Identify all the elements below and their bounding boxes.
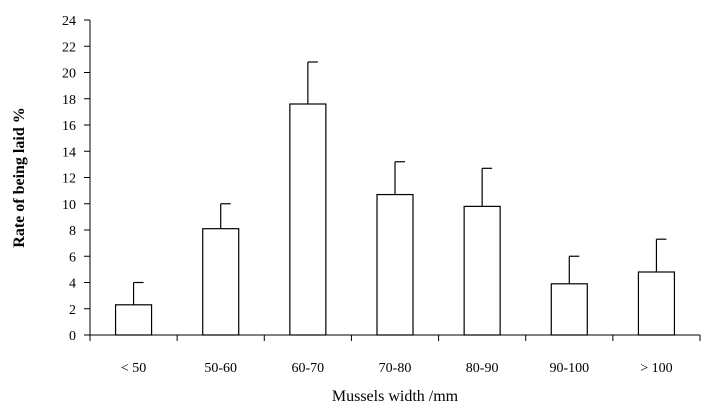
bar (463, 205, 501, 336)
x-tick-label: 70-80 (379, 361, 412, 376)
y-tick-label: 14 (62, 145, 76, 160)
bar (202, 228, 240, 336)
bar (376, 193, 414, 336)
y-tick-label: 6 (69, 250, 76, 265)
y-tick-label: 0 (69, 329, 76, 344)
y-tick-label: 12 (62, 172, 76, 187)
y-tick-label: 24 (62, 14, 76, 29)
bar (637, 271, 676, 336)
y-tick-label: 22 (62, 40, 76, 55)
y-tick-label: 8 (69, 224, 76, 239)
x-tick-label: 50-60 (204, 361, 237, 376)
y-tick-label: 18 (62, 93, 76, 108)
x-tick-label: 80-90 (466, 361, 499, 376)
x-tick-label: < 50 (121, 361, 146, 376)
y-tick-label: 16 (62, 119, 76, 134)
y-tick-label: 4 (69, 277, 76, 292)
bar (289, 103, 327, 336)
bar (550, 283, 588, 336)
x-tick-label: 90-100 (549, 361, 589, 376)
x-tick-label: 60-70 (292, 361, 325, 376)
x-tick-label: > 100 (640, 361, 672, 376)
y-tick-label: 20 (62, 67, 76, 82)
y-axis-title: Rate of being laid % (11, 107, 28, 247)
y-tick-label: 10 (62, 198, 76, 213)
bar (114, 304, 153, 336)
x-axis-title: Mussels width /mm (332, 388, 459, 405)
y-tick-label: 2 (69, 303, 76, 318)
